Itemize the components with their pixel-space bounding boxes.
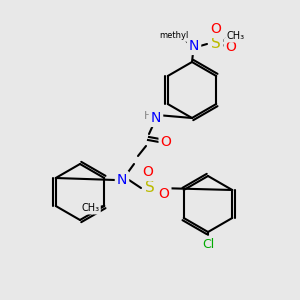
Text: N: N: [117, 173, 127, 187]
Text: O: O: [159, 187, 170, 201]
Text: O: O: [160, 135, 171, 149]
Text: O: O: [226, 40, 236, 54]
Text: CH₃: CH₃: [81, 203, 99, 213]
Text: N: N: [151, 111, 161, 125]
Text: methyl: methyl: [159, 32, 189, 40]
Text: N: N: [189, 39, 199, 53]
Text: S: S: [145, 181, 155, 196]
Text: H: H: [144, 111, 152, 121]
Text: methyl: methyl: [174, 35, 179, 36]
Text: O: O: [211, 22, 221, 36]
Text: CH₃: CH₃: [227, 31, 245, 41]
Text: O: O: [142, 165, 153, 179]
Text: methyl: methyl: [159, 32, 189, 40]
Text: S: S: [211, 37, 221, 52]
Text: Cl: Cl: [202, 238, 214, 250]
